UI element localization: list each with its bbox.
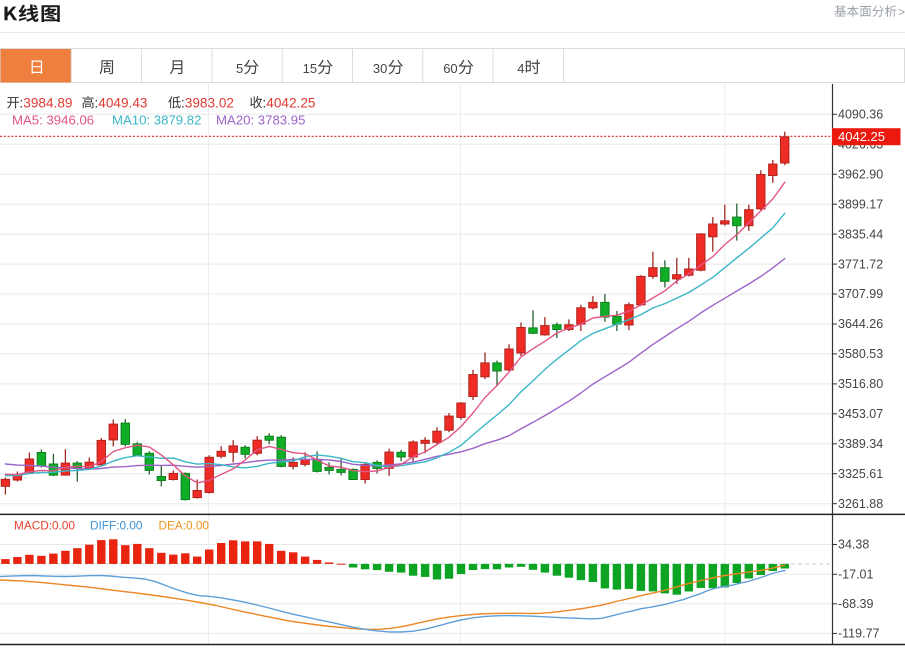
svg-text:3984.89: 3984.89 bbox=[23, 95, 72, 110]
svg-text:4: 4 bbox=[517, 61, 524, 76]
svg-text:-119.77: -119.77 bbox=[838, 627, 880, 641]
svg-text:3325.61: 3325.61 bbox=[838, 467, 883, 481]
svg-text:3389.34: 3389.34 bbox=[838, 437, 883, 451]
svg-text:MA5: 3946.06: MA5: 3946.06 bbox=[12, 113, 94, 128]
svg-text::: : bbox=[19, 94, 23, 110]
svg-text:3644.26: 3644.26 bbox=[838, 317, 883, 331]
svg-text:MA10: 3879.82: MA10: 3879.82 bbox=[112, 113, 201, 128]
svg-text:3453.07: 3453.07 bbox=[838, 407, 883, 421]
svg-text:3707.99: 3707.99 bbox=[838, 287, 883, 301]
svg-text:-68.39: -68.39 bbox=[838, 597, 873, 611]
svg-text:5: 5 bbox=[236, 61, 243, 76]
svg-text:MA20: 3783.95: MA20: 3783.95 bbox=[216, 113, 305, 128]
svg-text:4042.25: 4042.25 bbox=[838, 129, 885, 144]
svg-text:4042.25: 4042.25 bbox=[266, 95, 315, 110]
svg-text:60: 60 bbox=[443, 61, 457, 76]
svg-text:15: 15 bbox=[303, 61, 317, 76]
svg-text:34.38: 34.38 bbox=[838, 538, 869, 552]
svg-text:3261.88: 3261.88 bbox=[838, 497, 883, 511]
svg-text:3771.72: 3771.72 bbox=[838, 257, 883, 271]
svg-text:MACD:0.00: MACD:0.00 bbox=[14, 519, 75, 533]
svg-text:DEA:0.00: DEA:0.00 bbox=[159, 519, 210, 533]
svg-text:4090.36: 4090.36 bbox=[838, 108, 883, 122]
svg-text:3580.53: 3580.53 bbox=[838, 347, 883, 361]
svg-text:DIFF:0.00: DIFF:0.00 bbox=[90, 519, 143, 533]
svg-text::: : bbox=[181, 94, 185, 110]
svg-text:3835.44: 3835.44 bbox=[838, 227, 883, 241]
svg-text::: : bbox=[94, 94, 98, 110]
svg-text:>: > bbox=[898, 5, 905, 19]
svg-text:-17.01: -17.01 bbox=[838, 568, 873, 582]
svg-text:30: 30 bbox=[373, 61, 387, 76]
svg-text:4049.43: 4049.43 bbox=[98, 95, 147, 110]
svg-text:3899.17: 3899.17 bbox=[838, 197, 883, 211]
svg-text:3983.02: 3983.02 bbox=[185, 95, 234, 110]
svg-text::: : bbox=[262, 94, 266, 110]
svg-text:3516.80: 3516.80 bbox=[838, 377, 883, 391]
svg-text:3962.90: 3962.90 bbox=[838, 167, 883, 181]
